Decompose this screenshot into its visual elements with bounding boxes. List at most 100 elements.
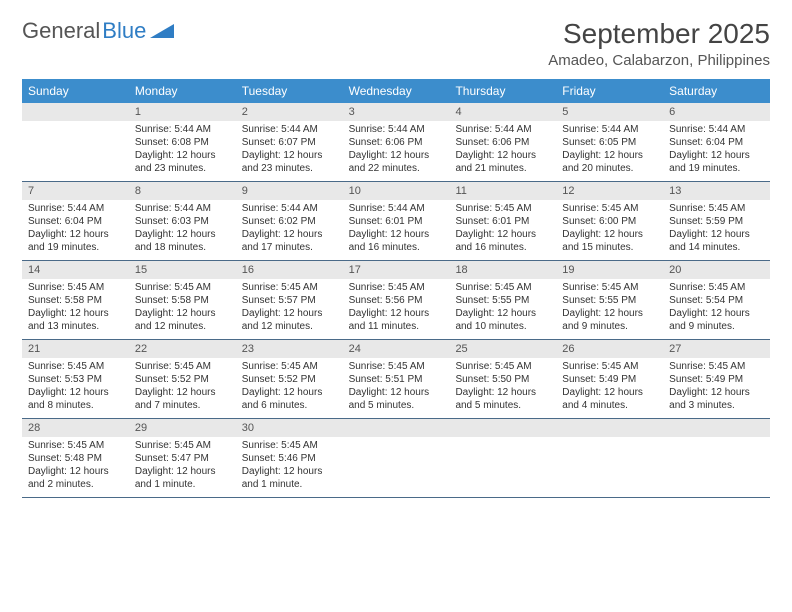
day-content: Sunrise: 5:45 AMSunset: 6:00 PMDaylight:… [556, 200, 663, 258]
day-content: Sunrise: 5:44 AMSunset: 6:06 PMDaylight:… [449, 121, 556, 179]
sunset-line: Sunset: 6:07 PM [242, 136, 337, 149]
daylight-line: Daylight: 12 hours and 11 minutes. [349, 307, 444, 333]
day-content: Sunrise: 5:45 AMSunset: 5:52 PMDaylight:… [129, 358, 236, 416]
sunset-line: Sunset: 5:59 PM [669, 215, 764, 228]
sunset-line: Sunset: 5:52 PM [135, 373, 230, 386]
sunset-line: Sunset: 6:05 PM [562, 136, 657, 149]
sunrise-line: Sunrise: 5:45 AM [455, 202, 550, 215]
sunrise-line: Sunrise: 5:45 AM [349, 360, 444, 373]
title-block: September 2025 Amadeo, Calabarzon, Phili… [548, 18, 770, 69]
day-cell: 20Sunrise: 5:45 AMSunset: 5:54 PMDayligh… [663, 261, 770, 339]
sunrise-line: Sunrise: 5:45 AM [28, 281, 123, 294]
day-content: Sunrise: 5:44 AMSunset: 6:01 PMDaylight:… [343, 200, 450, 258]
week-row: 14Sunrise: 5:45 AMSunset: 5:58 PMDayligh… [22, 261, 770, 340]
day-cell: 2Sunrise: 5:44 AMSunset: 6:07 PMDaylight… [236, 103, 343, 181]
sunset-line: Sunset: 5:54 PM [669, 294, 764, 307]
day-number: 2 [236, 103, 343, 121]
day-cell: 12Sunrise: 5:45 AMSunset: 6:00 PMDayligh… [556, 182, 663, 260]
sunrise-line: Sunrise: 5:45 AM [349, 281, 444, 294]
week-row: 28Sunrise: 5:45 AMSunset: 5:48 PMDayligh… [22, 419, 770, 498]
sunrise-line: Sunrise: 5:44 AM [669, 123, 764, 136]
sunrise-line: Sunrise: 5:44 AM [349, 202, 444, 215]
day-cell: 23Sunrise: 5:45 AMSunset: 5:52 PMDayligh… [236, 340, 343, 418]
day-cell: 4Sunrise: 5:44 AMSunset: 6:06 PMDaylight… [449, 103, 556, 181]
daylight-line: Daylight: 12 hours and 16 minutes. [349, 228, 444, 254]
sunrise-line: Sunrise: 5:45 AM [135, 281, 230, 294]
sunrise-line: Sunrise: 5:45 AM [562, 360, 657, 373]
logo-triangle-icon [150, 20, 174, 43]
daylight-line: Daylight: 12 hours and 5 minutes. [455, 386, 550, 412]
sunrise-line: Sunrise: 5:45 AM [135, 360, 230, 373]
sunset-line: Sunset: 5:49 PM [669, 373, 764, 386]
day-cell: 26Sunrise: 5:45 AMSunset: 5:49 PMDayligh… [556, 340, 663, 418]
week-row: 1Sunrise: 5:44 AMSunset: 6:08 PMDaylight… [22, 103, 770, 182]
daylight-line: Daylight: 12 hours and 2 minutes. [28, 465, 123, 491]
sunset-line: Sunset: 6:01 PM [455, 215, 550, 228]
sunset-line: Sunset: 6:01 PM [349, 215, 444, 228]
day-content: Sunrise: 5:45 AMSunset: 5:47 PMDaylight:… [129, 437, 236, 495]
day-number: 19 [556, 261, 663, 279]
day-content: Sunrise: 5:45 AMSunset: 5:46 PMDaylight:… [236, 437, 343, 495]
day-number: 21 [22, 340, 129, 358]
day-cell: 16Sunrise: 5:45 AMSunset: 5:57 PMDayligh… [236, 261, 343, 339]
day-cell: 27Sunrise: 5:45 AMSunset: 5:49 PMDayligh… [663, 340, 770, 418]
logo: GeneralBlue [22, 18, 174, 44]
daylight-line: Daylight: 12 hours and 13 minutes. [28, 307, 123, 333]
day-number [556, 419, 663, 437]
day-cell: 15Sunrise: 5:45 AMSunset: 5:58 PMDayligh… [129, 261, 236, 339]
sunrise-line: Sunrise: 5:44 AM [242, 202, 337, 215]
sunset-line: Sunset: 5:53 PM [28, 373, 123, 386]
day-number: 28 [22, 419, 129, 437]
calendar: SundayMondayTuesdayWednesdayThursdayFrid… [22, 79, 770, 498]
day-cell: 28Sunrise: 5:45 AMSunset: 5:48 PMDayligh… [22, 419, 129, 497]
day-content: Sunrise: 5:45 AMSunset: 6:01 PMDaylight:… [449, 200, 556, 258]
day-number: 25 [449, 340, 556, 358]
daylight-line: Daylight: 12 hours and 1 minute. [135, 465, 230, 491]
sunrise-line: Sunrise: 5:45 AM [562, 281, 657, 294]
logo-text-1: General [22, 18, 100, 44]
day-content: Sunrise: 5:45 AMSunset: 5:48 PMDaylight:… [22, 437, 129, 495]
day-content: Sunrise: 5:45 AMSunset: 5:56 PMDaylight:… [343, 279, 450, 337]
daylight-line: Daylight: 12 hours and 12 minutes. [135, 307, 230, 333]
day-number: 5 [556, 103, 663, 121]
sunset-line: Sunset: 5:56 PM [349, 294, 444, 307]
day-number: 11 [449, 182, 556, 200]
day-number: 27 [663, 340, 770, 358]
daylight-line: Daylight: 12 hours and 16 minutes. [455, 228, 550, 254]
day-number [22, 103, 129, 121]
sunset-line: Sunset: 5:49 PM [562, 373, 657, 386]
sunset-line: Sunset: 6:04 PM [669, 136, 764, 149]
day-cell: 3Sunrise: 5:44 AMSunset: 6:06 PMDaylight… [343, 103, 450, 181]
logo-text-2: Blue [102, 18, 146, 44]
sunset-line: Sunset: 5:50 PM [455, 373, 550, 386]
day-content: Sunrise: 5:44 AMSunset: 6:03 PMDaylight:… [129, 200, 236, 258]
sunrise-line: Sunrise: 5:45 AM [562, 202, 657, 215]
sunrise-line: Sunrise: 5:44 AM [455, 123, 550, 136]
daylight-line: Daylight: 12 hours and 14 minutes. [669, 228, 764, 254]
sunset-line: Sunset: 6:06 PM [455, 136, 550, 149]
day-content: Sunrise: 5:45 AMSunset: 5:57 PMDaylight:… [236, 279, 343, 337]
location: Amadeo, Calabarzon, Philippines [548, 52, 770, 69]
daylight-line: Daylight: 12 hours and 5 minutes. [349, 386, 444, 412]
daylight-line: Daylight: 12 hours and 18 minutes. [135, 228, 230, 254]
sunrise-line: Sunrise: 5:45 AM [135, 439, 230, 452]
sunrise-line: Sunrise: 5:44 AM [135, 123, 230, 136]
daylight-line: Daylight: 12 hours and 17 minutes. [242, 228, 337, 254]
weekday-header: Monday [129, 79, 236, 103]
sunset-line: Sunset: 6:04 PM [28, 215, 123, 228]
day-cell: 9Sunrise: 5:44 AMSunset: 6:02 PMDaylight… [236, 182, 343, 260]
day-content: Sunrise: 5:44 AMSunset: 6:07 PMDaylight:… [236, 121, 343, 179]
day-content: Sunrise: 5:45 AMSunset: 5:53 PMDaylight:… [22, 358, 129, 416]
weekday-header: Tuesday [236, 79, 343, 103]
day-number [343, 419, 450, 437]
daylight-line: Daylight: 12 hours and 6 minutes. [242, 386, 337, 412]
daylight-line: Daylight: 12 hours and 23 minutes. [242, 149, 337, 175]
week-row: 21Sunrise: 5:45 AMSunset: 5:53 PMDayligh… [22, 340, 770, 419]
day-content: Sunrise: 5:45 AMSunset: 5:51 PMDaylight:… [343, 358, 450, 416]
day-number: 1 [129, 103, 236, 121]
sunset-line: Sunset: 5:57 PM [242, 294, 337, 307]
weekday-header: Wednesday [343, 79, 450, 103]
daylight-line: Daylight: 12 hours and 22 minutes. [349, 149, 444, 175]
sunset-line: Sunset: 6:08 PM [135, 136, 230, 149]
day-number: 30 [236, 419, 343, 437]
